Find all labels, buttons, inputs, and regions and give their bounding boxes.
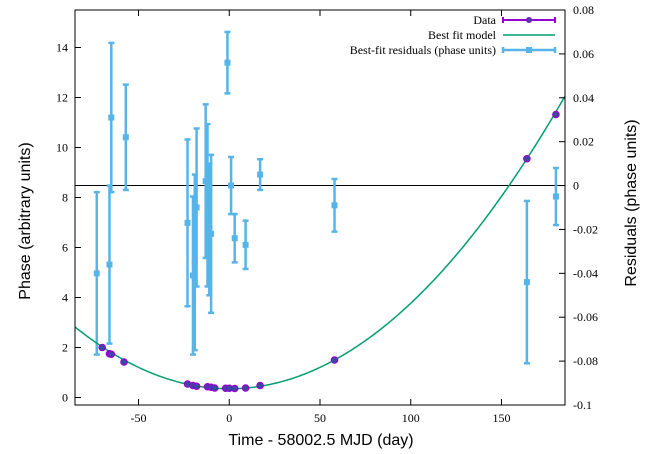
residual-point <box>122 134 129 141</box>
model-curve <box>75 95 565 390</box>
data-point <box>241 384 250 392</box>
x-tick-label: 0 <box>226 411 232 425</box>
residual-errorbar <box>193 127 200 288</box>
x-tick-label: -50 <box>131 411 147 425</box>
legend-sample-data-point <box>526 17 532 23</box>
residual-errorbar <box>93 190 100 356</box>
y2-tick-label: -0.04 <box>573 266 598 280</box>
residual-errorbar <box>257 157 264 192</box>
residual-point <box>552 193 559 200</box>
y2-tick-label: 0.04 <box>573 91 594 105</box>
data-point <box>523 154 531 163</box>
residual-point <box>242 241 249 248</box>
y2-tick-label: 0.02 <box>573 135 594 149</box>
data-point <box>192 382 201 391</box>
residual-point <box>191 259 198 266</box>
residual-errorbar <box>108 41 115 194</box>
y2-tick-label: 0.06 <box>573 47 594 61</box>
legend-label-data: Data <box>473 13 496 27</box>
residual-point <box>184 219 191 226</box>
y2-tick-label: -0.08 <box>573 354 598 368</box>
y-tick-label: 8 <box>62 191 68 205</box>
residual-errorbar <box>228 155 235 216</box>
x-tick-label: 150 <box>492 411 510 425</box>
plot-contents <box>75 30 565 393</box>
residual-point <box>106 261 113 268</box>
residual-point <box>331 202 338 209</box>
y-tick-label: 12 <box>56 91 68 105</box>
residual-point <box>189 272 196 279</box>
x-axis-label: Time - 58002.5 MJD (day) <box>228 432 413 449</box>
y-tick-label: 6 <box>62 241 68 255</box>
y-tick-label: 4 <box>62 291 68 305</box>
plot-frame <box>74 9 566 406</box>
residual-point <box>231 235 238 242</box>
residual-point <box>93 270 100 277</box>
residual-errorbar <box>184 138 191 308</box>
legend-label-model: Best fit model <box>428 28 497 42</box>
axes: -50 0 50 100 150 0 2 4 6 8 10 12 14 -0.1 -0.08 -0.06 -0.… <box>56 3 598 425</box>
data-point <box>120 358 128 366</box>
y2-axis-label: Residuals (phase units) <box>623 119 640 286</box>
residual-point <box>523 279 530 286</box>
residual-point <box>257 171 264 178</box>
residual-errorbar <box>242 219 249 271</box>
residual-errorbar <box>331 177 338 233</box>
residual-point <box>208 230 215 237</box>
residual-point <box>204 202 211 209</box>
y2-tick-label: 0.08 <box>573 3 594 17</box>
data-point <box>230 384 239 393</box>
residual-errorbar <box>231 212 238 264</box>
residual-point <box>193 204 200 211</box>
y2-tick-label: 0 <box>573 179 579 193</box>
residual-errorbar <box>523 199 530 365</box>
data-point <box>330 356 339 364</box>
y-axis-label: Phase (arbitrary units) <box>17 142 34 299</box>
y2-tick-label: -0.06 <box>573 310 598 324</box>
residual-errorbar <box>122 83 129 192</box>
data-point <box>210 384 219 392</box>
residual-errorbar <box>552 166 559 227</box>
residual-point <box>206 226 213 233</box>
residual-point <box>228 182 235 189</box>
residual-point <box>224 59 231 66</box>
x-tick-label: 50 <box>314 411 326 425</box>
y2-tick-label: -0.02 <box>573 222 598 236</box>
data-point <box>98 343 107 352</box>
residual-errorbar <box>106 184 113 345</box>
data-point <box>552 110 560 119</box>
residual-errorbar <box>208 153 215 315</box>
y-tick-label: 14 <box>56 41 68 55</box>
y-tick-label: 10 <box>56 141 68 155</box>
plot-area <box>75 30 565 393</box>
data-point <box>256 381 264 390</box>
data-point <box>107 350 116 359</box>
x-tick-label: 100 <box>402 411 420 425</box>
y-tick-label: 0 <box>62 391 68 405</box>
residual-point <box>202 178 209 185</box>
y-tick-label: 2 <box>62 341 68 355</box>
y2-tick-label: -0.1 <box>573 398 592 412</box>
residual-point <box>108 114 115 121</box>
legend-label-residuals: Best-fit residuals (phase units) <box>350 43 496 57</box>
residual-errorbar <box>224 30 231 95</box>
legend-sample-residuals-point <box>526 47 532 53</box>
legend: Data Best fit model Best-fit residuals (… <box>350 13 557 57</box>
